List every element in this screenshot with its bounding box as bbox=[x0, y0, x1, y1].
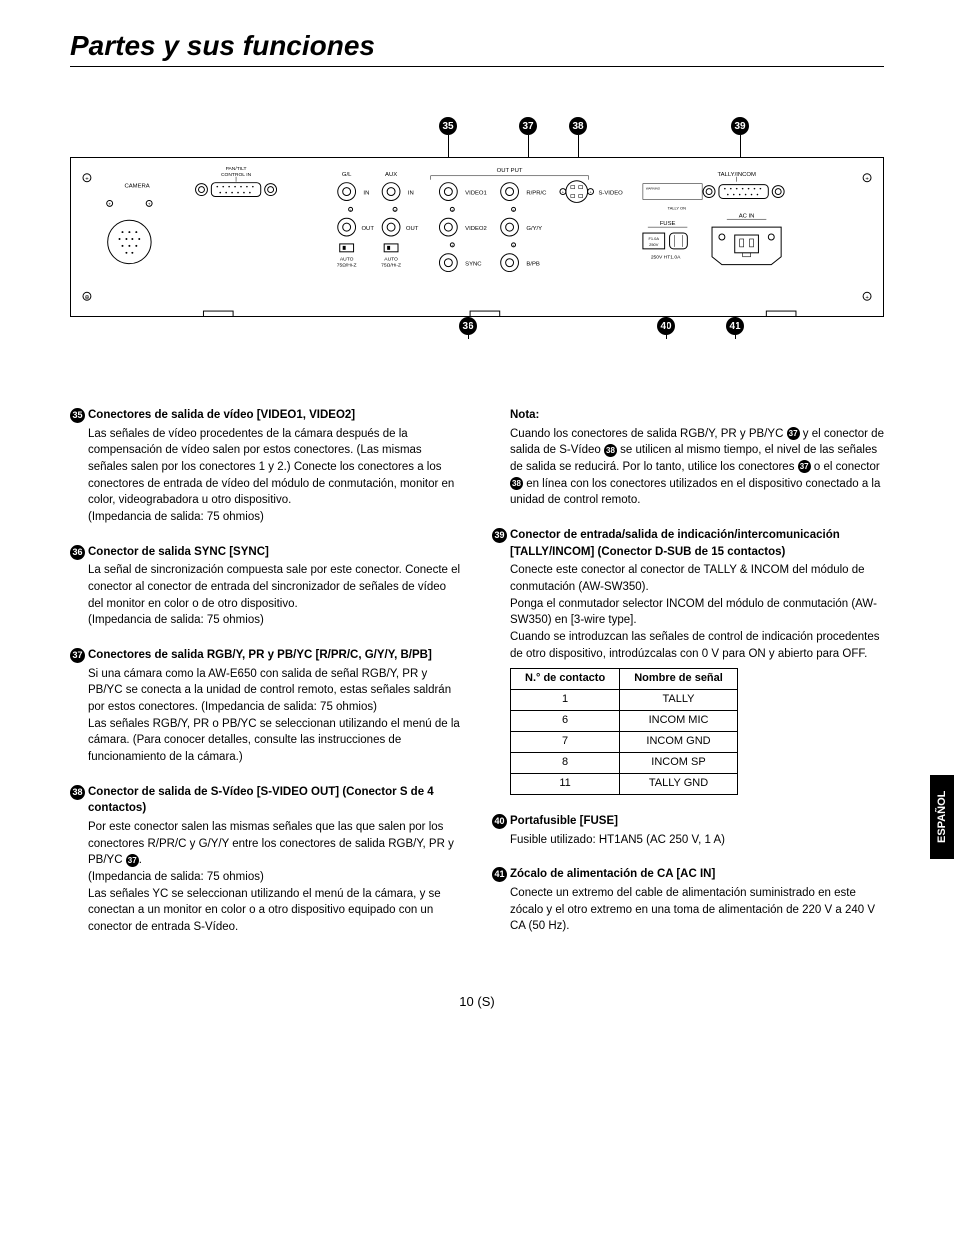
section-text: Las señales de vídeo procedentes de la c… bbox=[88, 426, 462, 526]
svg-text:AUTO: AUTO bbox=[384, 257, 398, 263]
pin-header: N.° de contacto bbox=[511, 669, 620, 690]
pin-row: 1TALLY bbox=[511, 690, 738, 711]
svg-text:AC IN: AC IN bbox=[739, 213, 755, 219]
svg-text:75Ω/Hi-Z: 75Ω/Hi-Z bbox=[381, 263, 401, 269]
svg-text:OUT PUT: OUT PUT bbox=[497, 168, 523, 174]
svg-text:IN: IN bbox=[408, 191, 414, 197]
svg-text:75Ω/Hi-Z: 75Ω/Hi-Z bbox=[337, 263, 357, 269]
note-section: Nota: Cuando los conectores de salida RG… bbox=[492, 407, 884, 509]
svg-text:WARNING: WARNING bbox=[646, 187, 661, 191]
svg-text:+: + bbox=[865, 295, 869, 301]
svg-text:AUTO: AUTO bbox=[340, 257, 354, 263]
pin-cell: INCOM MIC bbox=[620, 711, 738, 732]
svg-text:SYNC: SYNC bbox=[465, 262, 482, 268]
svg-text:TALLY ON: TALLY ON bbox=[668, 205, 687, 210]
section-text: Por este conector salen las mismas señal… bbox=[88, 819, 462, 936]
svg-text:OUT: OUT bbox=[361, 226, 374, 232]
section-35: 35 Conectores de salida de vídeo [VIDEO1… bbox=[70, 407, 462, 526]
section-40: 40 Portafusible [FUSE] Fusible utilizado… bbox=[492, 813, 884, 848]
svg-text:IN: IN bbox=[363, 191, 369, 197]
section-37: 37 Conectores de salida RGB/Y, PR y PB/Y… bbox=[70, 647, 462, 766]
pin-table: N.° de contactoNombre de señal1TALLY6INC… bbox=[510, 668, 738, 795]
pin-row: 7INCOM GND bbox=[511, 732, 738, 753]
svg-text:G/Y/Y: G/Y/Y bbox=[526, 226, 542, 232]
svg-text:AUX: AUX bbox=[385, 172, 397, 178]
svg-text:+: + bbox=[148, 202, 151, 207]
svg-text:R/PR/C: R/PR/C bbox=[526, 191, 547, 197]
ref-39: 39 bbox=[492, 528, 507, 543]
ref-35: 35 bbox=[70, 408, 85, 423]
ref-37: 37 bbox=[126, 854, 139, 867]
section-title: Zócalo de alimentación de CA [AC IN] bbox=[510, 866, 884, 883]
section-title: Conectores de salida RGB/Y, PR y PB/YC [… bbox=[88, 647, 462, 664]
section-text: Conecte este conector al conector de TAL… bbox=[510, 562, 884, 662]
pin-row: 6INCOM MIC bbox=[511, 711, 738, 732]
section-text: Fusible utilizado: HT1AN5 (AC 250 V, 1 A… bbox=[510, 832, 884, 849]
section-text: La señal de sincronización compuesta sal… bbox=[88, 562, 462, 629]
pin-header: Nombre de señal bbox=[620, 669, 738, 690]
section-title: Conector de salida de S-Vídeo [S-VIDEO O… bbox=[88, 784, 462, 817]
pin-cell: 7 bbox=[511, 732, 620, 753]
section-41: 41 Zócalo de alimentación de CA [AC IN] … bbox=[492, 866, 884, 935]
svg-text:⊕: ⊕ bbox=[84, 295, 89, 301]
section-title: Portafusible [FUSE] bbox=[510, 813, 884, 830]
section-39: 39 Conector de entrada/salida de indicac… bbox=[492, 527, 884, 795]
callout-38: 38 bbox=[569, 117, 587, 135]
pin-cell: INCOM GND bbox=[620, 732, 738, 753]
svg-text:PAN/TILT: PAN/TILT bbox=[226, 166, 247, 172]
svg-text:G/L: G/L bbox=[342, 172, 352, 178]
section-36: 36 Conector de salida SYNC [SYNC] La señ… bbox=[70, 544, 462, 629]
svg-text:S-VIDEO: S-VIDEO bbox=[598, 191, 623, 197]
svg-text:+: + bbox=[85, 177, 89, 183]
ref-37: 37 bbox=[70, 648, 85, 663]
svg-text:B/PB: B/PB bbox=[526, 262, 540, 268]
ref-36: 36 bbox=[70, 545, 85, 560]
pin-cell: 1 bbox=[511, 690, 620, 711]
language-tab: ESPAÑOL bbox=[930, 775, 954, 859]
pin-cell: 11 bbox=[511, 774, 620, 795]
svg-text:OUT: OUT bbox=[406, 226, 419, 232]
ref-41: 41 bbox=[492, 867, 507, 882]
ref-37: 37 bbox=[798, 460, 811, 473]
svg-text:+: + bbox=[108, 202, 111, 207]
pin-cell: INCOM SP bbox=[620, 753, 738, 774]
pin-row: 8INCOM SP bbox=[511, 753, 738, 774]
callout-35: 35 bbox=[439, 117, 457, 135]
page-number: 10 (S) bbox=[70, 994, 884, 1009]
section-title: Conectores de salida de vídeo [VIDEO1, V… bbox=[88, 407, 462, 424]
pin-cell: TALLY GND bbox=[620, 774, 738, 795]
svg-text:250V HT1.0A: 250V HT1.0A bbox=[651, 255, 681, 261]
panel-drawing: + + ⊕ + CAMERA + + PAN/TILT CONTROL IN G… bbox=[70, 157, 884, 317]
note-text: Cuando los conectores de salida RGB/Y, P… bbox=[510, 426, 884, 509]
svg-text:FUSE: FUSE bbox=[660, 221, 676, 227]
svg-text:+: + bbox=[865, 177, 869, 183]
svg-text:250V: 250V bbox=[649, 242, 659, 247]
label-camera: CAMERA bbox=[124, 184, 149, 190]
pin-cell: 6 bbox=[511, 711, 620, 732]
ref-40: 40 bbox=[492, 814, 507, 829]
ref-38: 38 bbox=[604, 444, 617, 457]
note-label: Nota: bbox=[510, 407, 884, 424]
ref-38: 38 bbox=[510, 477, 523, 490]
section-text: Si una cámara como la AW-E650 con salida… bbox=[88, 666, 462, 766]
pin-cell: 8 bbox=[511, 753, 620, 774]
pin-row: 11TALLY GND bbox=[511, 774, 738, 795]
callout-37: 37 bbox=[519, 117, 537, 135]
section-text: Conecte un extremo del cable de alimenta… bbox=[510, 885, 884, 935]
svg-text:VIDEO1: VIDEO1 bbox=[465, 191, 487, 197]
ref-37: 37 bbox=[787, 427, 800, 440]
section-title: Conector de salida SYNC [SYNC] bbox=[88, 544, 462, 561]
section-38: 38 Conector de salida de S-Vídeo [S-VIDE… bbox=[70, 784, 462, 936]
rear-panel-diagram: 35 37 38 39 + + ⊕ + CAMERA + + PAN/TILT CON… bbox=[70, 117, 884, 357]
pin-cell: TALLY bbox=[620, 690, 738, 711]
svg-text:F1.0A: F1.0A bbox=[649, 236, 660, 241]
section-title: Conector de entrada/salida de indicación… bbox=[510, 527, 884, 560]
content-columns: 35 Conectores de salida de vídeo [VIDEO1… bbox=[70, 407, 884, 954]
page-title: Partes y sus funciones bbox=[70, 30, 884, 67]
svg-text:VIDEO2: VIDEO2 bbox=[465, 226, 487, 232]
ref-38: 38 bbox=[70, 785, 85, 800]
callout-39: 39 bbox=[731, 117, 749, 135]
